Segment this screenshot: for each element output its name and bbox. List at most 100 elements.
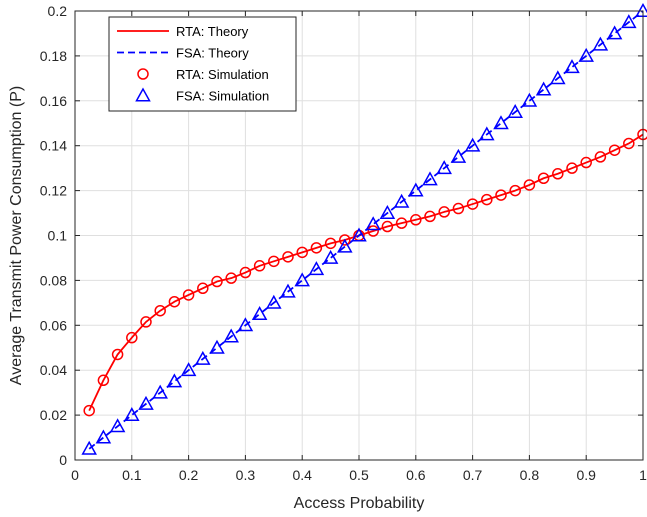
legend-label: RTA: Theory	[176, 24, 249, 39]
data-point-triangle	[365, 216, 381, 231]
ticks: 0 0.1 0.2 0.3 0.4 0.5 0.6 0.7 0.8 0.9 1 0 0.02 0.04 0.…	[40, 3, 647, 483]
y-tick-label: 0.14	[40, 138, 67, 154]
data-point-triangle	[521, 92, 538, 107]
series-rta-theory	[88, 133, 644, 411]
x-tick-label: 0.7	[463, 467, 483, 483]
data-point-triangle	[493, 115, 509, 130]
data-point-circle	[97, 374, 110, 387]
data-point-triangle	[464, 137, 481, 152]
data-point-circle	[111, 348, 124, 361]
data-point-circle	[140, 316, 152, 328]
data-point-triangle	[266, 294, 282, 309]
x-tick-label: 0.3	[236, 467, 256, 483]
data-point-triangle	[564, 59, 580, 74]
data-point-triangle	[294, 272, 310, 287]
data-point-circle	[495, 189, 507, 201]
legend-marker-triangle	[135, 87, 151, 102]
x-tick-label: 0.1	[122, 467, 142, 483]
data-point-triangle	[308, 261, 325, 276]
data-point-circle	[466, 198, 479, 210]
data-point-circle	[509, 184, 521, 197]
legend-label: FSA: Simulation	[176, 89, 269, 104]
x-tick-label: 0	[71, 467, 79, 483]
data-point-circle	[282, 251, 294, 263]
data-point-circle	[381, 220, 394, 233]
legend-label: RTA: Simulation	[176, 67, 269, 82]
data-point-circle	[438, 206, 450, 218]
data-point-triangle	[138, 395, 154, 410]
y-tick-label: 0.2	[48, 3, 68, 19]
data-point-triangle	[152, 384, 168, 399]
data-point-triangle	[450, 148, 467, 163]
data-point-circle	[367, 225, 379, 237]
data-point-circle	[83, 404, 95, 417]
data-point-circle	[126, 331, 138, 344]
data-point-circle	[452, 202, 465, 215]
y-tick-label: 0	[59, 452, 67, 468]
data-point-triangle	[81, 440, 97, 455]
x-tick-label: 0.4	[292, 467, 312, 483]
legend-item: FSA: Theory	[117, 46, 249, 61]
series-rta-simulation	[83, 128, 647, 417]
data-point-circle	[324, 237, 337, 250]
data-point-triangle	[507, 103, 523, 118]
data-point-triangle	[195, 350, 211, 365]
data-point-circle	[410, 214, 422, 226]
data-point-circle	[154, 304, 166, 317]
data-point-circle	[168, 295, 181, 308]
data-point-circle	[537, 172, 550, 185]
data-point-circle	[395, 217, 408, 229]
data-point-circle	[253, 260, 266, 272]
data-point-circle	[310, 242, 323, 254]
x-tick-label: 0.6	[406, 467, 426, 483]
data-point-triangle	[237, 317, 254, 332]
legend: RTA: Theory FSA: Theory RTA: Simulation FSA…	[108, 16, 297, 112]
y-tick-label: 0.06	[40, 317, 67, 333]
data-point-triangle	[280, 283, 296, 298]
data-point-triangle	[436, 160, 452, 175]
data-point-circle	[182, 289, 195, 301]
data-point-triangle	[535, 81, 552, 96]
y-tick-label: 0.08	[40, 272, 67, 288]
x-tick-label: 0.5	[349, 467, 369, 483]
data-point-triangle	[209, 339, 225, 354]
x-tick-label: 0.8	[520, 467, 540, 483]
y-tick-label: 0.18	[40, 48, 67, 64]
y-tick-label: 0.12	[40, 183, 67, 199]
data-point-triangle	[124, 407, 140, 422]
data-point-triangle	[251, 306, 268, 321]
y-tick-label: 0.1	[48, 228, 68, 244]
data-point-circle	[239, 266, 252, 279]
data-point-triangle	[578, 47, 594, 62]
data-point-triangle	[379, 205, 396, 219]
data-point-circle	[580, 156, 592, 169]
data-point-circle	[552, 168, 564, 180]
data-point-circle	[197, 282, 209, 295]
series-line-rta-theory	[88, 133, 644, 411]
data-point-triangle	[166, 373, 183, 388]
x-tick-label: 0.9	[576, 467, 596, 483]
series-fsa-simulation	[81, 2, 647, 455]
data-point-triangle	[606, 25, 623, 40]
legend-item: FSA: Simulation	[135, 87, 269, 104]
x-axis-label: Access Probability	[294, 495, 425, 512]
x-tick-label: 0.2	[179, 467, 199, 483]
data-point-circle	[424, 210, 436, 223]
data-point-circle	[623, 137, 635, 150]
data-point-triangle	[351, 227, 367, 242]
y-tick-label: 0.02	[40, 407, 67, 423]
data-point-triangle	[621, 14, 637, 29]
data-point-triangle	[223, 328, 239, 343]
data-point-triangle	[337, 238, 353, 253]
legend-label: FSA: Theory	[176, 46, 249, 61]
data-point-circle	[225, 272, 237, 284]
data-point-circle	[608, 144, 621, 156]
data-point-triangle	[393, 193, 410, 208]
legend-item: RTA: Simulation	[137, 67, 269, 82]
legend-item: RTA: Theory	[117, 24, 249, 39]
legend-marker-circle	[137, 68, 149, 80]
data-point-circle	[296, 246, 308, 259]
data-point-triangle	[180, 362, 197, 377]
